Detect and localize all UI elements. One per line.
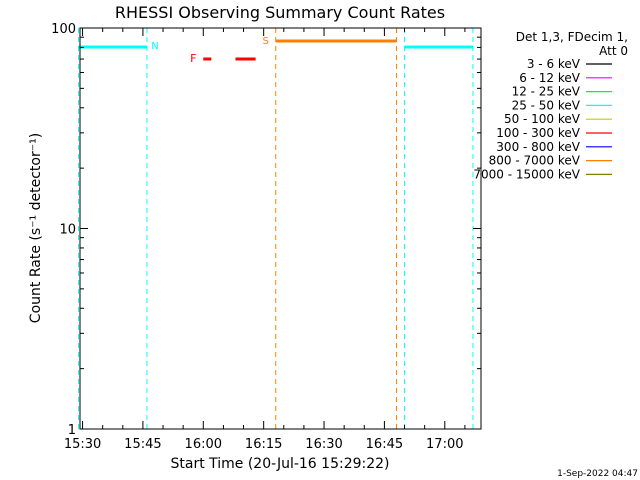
x-tick-label: 16:45 [366, 437, 403, 452]
timestamp: 1-Sep-2022 04:47 [557, 469, 638, 479]
legend-header-line-1: Det 1,3, FDecim 1, [516, 30, 628, 44]
flare-flag-label: F [190, 52, 196, 65]
flag-layer: N F S [78, 28, 474, 429]
legend-label: 12 - 25 keV [512, 85, 581, 99]
y-tick-label: 1 [68, 423, 76, 438]
legend-label: 100 - 300 keV [496, 126, 580, 140]
x-tick-label: 15:30 [64, 437, 101, 452]
x-tick-label: 16:00 [185, 437, 222, 452]
legend-label: 6 - 12 keV [519, 71, 581, 85]
y-axis-label: Count Rate (s⁻¹ detector⁻¹) [28, 133, 44, 323]
x-tick-label: 16:15 [245, 437, 282, 452]
legend-label: 3 - 6 keV [527, 57, 581, 71]
legend-label: 800 - 7000 keV [489, 154, 581, 168]
x-tick-label: 16:30 [305, 437, 342, 452]
legend-header-line-2: Att 0 [599, 44, 628, 58]
saa-flag-label: S [263, 36, 269, 47]
legend-label: 50 - 100 keV [504, 112, 581, 126]
legend-label: 300 - 800 keV [496, 140, 580, 154]
legend-label: 25 - 50 keV [512, 98, 581, 112]
x-tick-label: 17:00 [426, 437, 463, 452]
night-flag-label: N [151, 41, 158, 52]
x-axis-label: Start Time (20-Jul-16 15:29:22) [170, 456, 389, 472]
chart-title: RHESSI Observing Summary Count Rates [115, 3, 445, 22]
plot-frame [79, 27, 482, 430]
y-tick-label: 100 [51, 22, 76, 37]
y-tick-label: 10 [59, 223, 76, 238]
x-tick-label: 15:45 [124, 437, 161, 452]
legend-label: 7000 - 15000 keV [473, 167, 580, 181]
axis-layer: 15:30 15:45 16:00 16:15 16:30 16:45 17:00 1 10 10… [51, 22, 481, 452]
